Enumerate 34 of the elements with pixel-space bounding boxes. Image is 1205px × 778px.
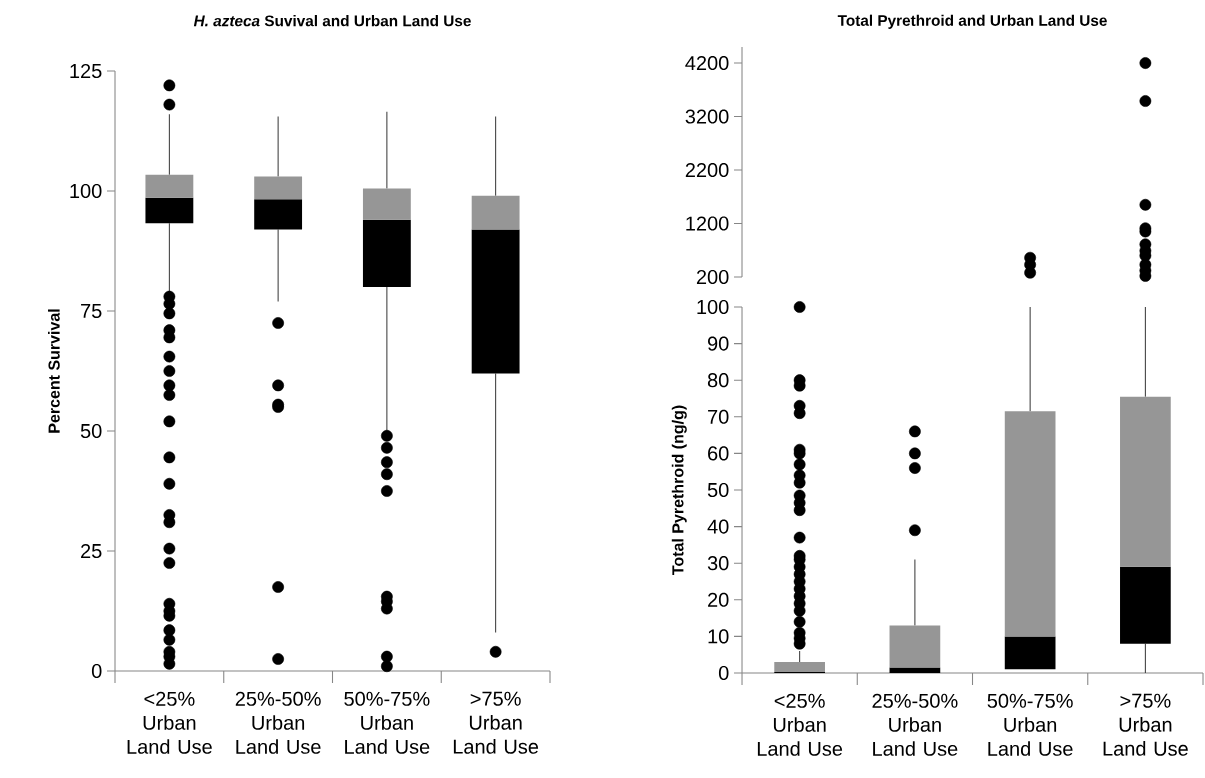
x-tick-label: 50%-75% Urban Land Use bbox=[344, 691, 430, 754]
y-axis-title: Percent Survival bbox=[48, 309, 60, 433]
x-tick-label: <25% Urban Land Use bbox=[757, 693, 843, 756]
x-tick-label: <25% Urban Land Use bbox=[127, 691, 212, 754]
y-tick-label: 25 bbox=[81, 543, 102, 559]
y-tick-label: 75 bbox=[81, 304, 102, 318]
y-tick-label: 200 bbox=[696, 269, 729, 285]
y-tick-label: 60 bbox=[708, 446, 729, 461]
y-tick-label: 0 bbox=[91, 663, 102, 679]
y-tick-label: 125 bbox=[70, 63, 102, 79]
y-tick-label: 30 bbox=[707, 556, 729, 571]
y-tick-label: 50 bbox=[80, 423, 102, 439]
x-tick-label: >75% Urban Land Use bbox=[1103, 693, 1188, 756]
y-tick-label: 90 bbox=[708, 336, 729, 351]
x-tick-label: 25%-50% Urban Land Use bbox=[235, 691, 321, 754]
y-tick-label: 80 bbox=[707, 373, 729, 388]
x-tick-label: 25%-50% Urban Land Use bbox=[872, 693, 958, 756]
x-tick-label: 50%-75% Urban Land Use bbox=[987, 693, 1073, 756]
y-tick-label: 50 bbox=[707, 482, 729, 498]
y-tick-label: 100 bbox=[70, 183, 102, 199]
y-tick-label: 1200 bbox=[686, 216, 729, 231]
y-tick-label: 3200 bbox=[685, 109, 729, 124]
y-axis-title: Total Pyrethroid (ng/g) bbox=[671, 405, 687, 575]
x-tick-label: >75% Urban Land Use bbox=[453, 691, 539, 754]
y-tick-label: 2200 bbox=[685, 162, 729, 178]
y-tick-label: 0 bbox=[718, 665, 729, 681]
y-tick-label: 100 bbox=[697, 299, 729, 315]
y-tick-label: 70 bbox=[708, 409, 729, 424]
y-tick-label: 10 bbox=[708, 629, 729, 644]
chart-title: H. azteca Suvival and Urban Land Use bbox=[193, 15, 471, 27]
y-tick-label: 40 bbox=[707, 519, 729, 534]
chart-title: Total Pyrethroid and Urban Land Use bbox=[837, 14, 1107, 29]
y-tick-label: 4200 bbox=[685, 55, 729, 71]
y-tick-label: 20 bbox=[708, 592, 729, 607]
